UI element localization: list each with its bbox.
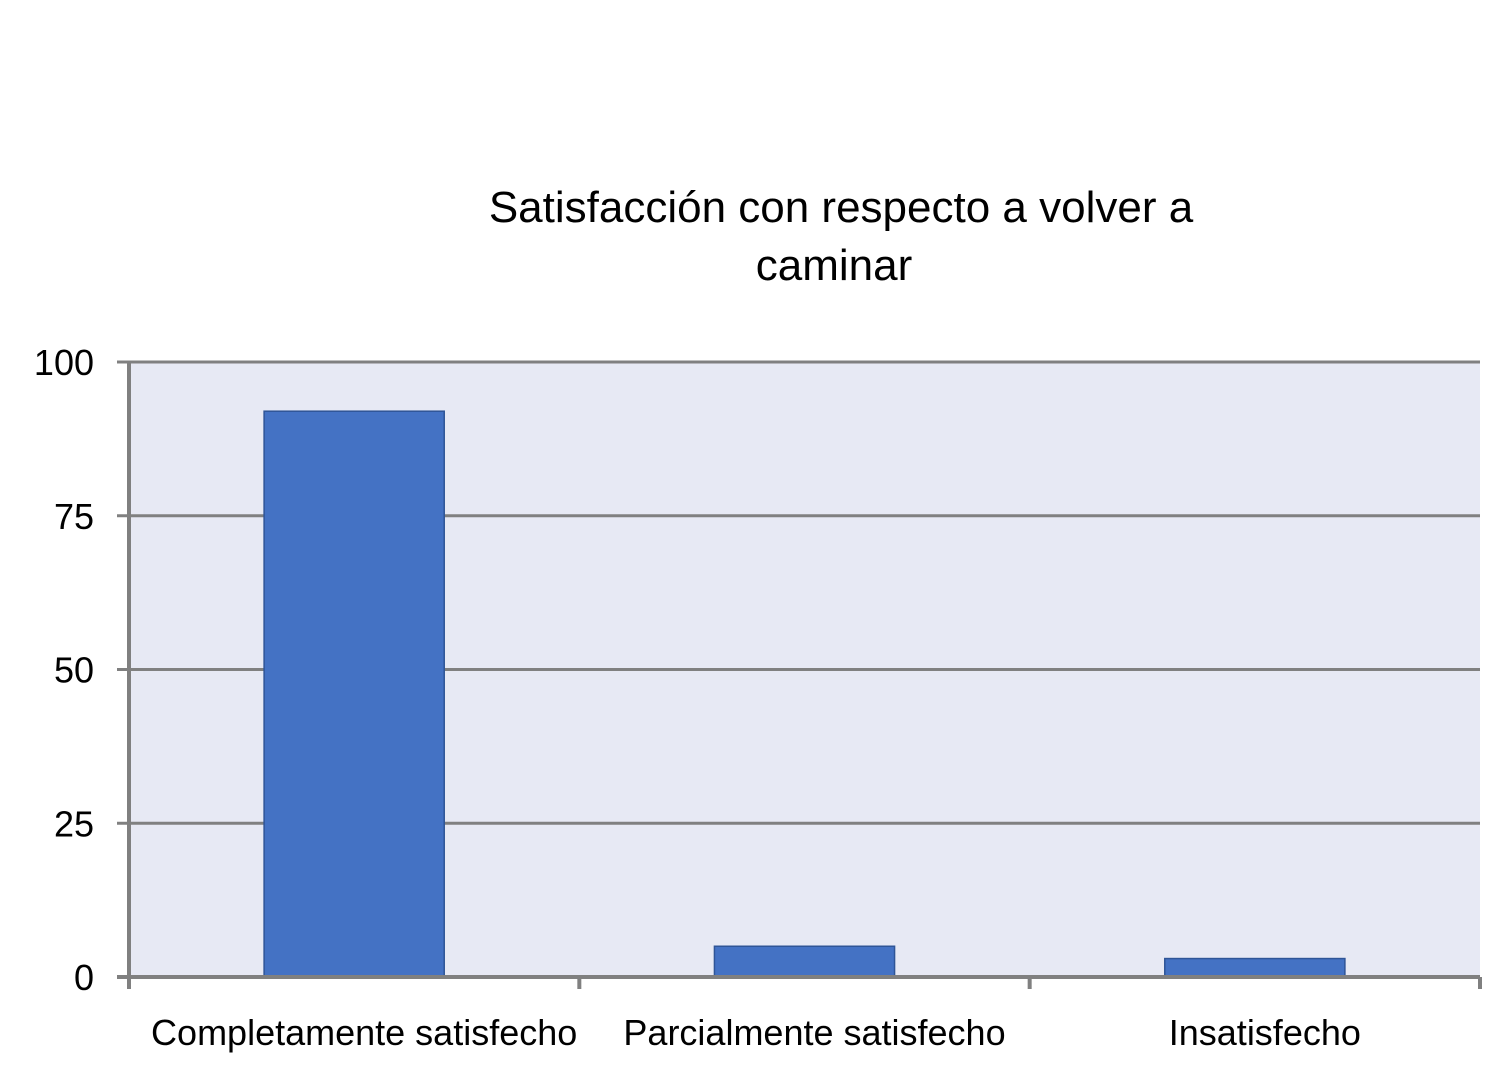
y-tick-label: 100 <box>34 342 94 383</box>
chart-title-line-2: caminar <box>756 241 913 290</box>
y-tick-label: 25 <box>54 803 94 844</box>
x-tick-label: Insatisfecho <box>1169 1012 1361 1053</box>
y-tick-labels: 0 25 50 75 100 <box>34 342 94 998</box>
x-tick-label: Completamente satisfecho <box>151 1012 577 1053</box>
bar <box>263 410 445 978</box>
bar <box>1164 957 1346 978</box>
bar <box>713 945 896 978</box>
axes <box>117 360 1482 989</box>
y-tick-label: 75 <box>54 496 94 537</box>
y-tick-label: 50 <box>54 650 94 691</box>
x-tick-label: Parcialmente satisfecho <box>623 1012 1005 1053</box>
chart-title-line-1: Satisfacción con respecto a volver a <box>489 183 1194 232</box>
x-tick-labels: Completamente satisfecho Parcialmente sat… <box>151 1012 1361 1053</box>
chart-title: Satisfacción con respecto a volver a cam… <box>489 183 1194 290</box>
y-tick-label: 0 <box>74 957 94 998</box>
